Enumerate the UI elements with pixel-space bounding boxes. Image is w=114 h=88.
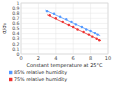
point [70, 21, 72, 23]
legend: 85% relative humidity 75% relative humidi… [9, 70, 67, 82]
point [82, 31, 84, 33]
grid-line [21, 43, 108, 44]
grid-line [21, 54, 108, 55]
point [95, 38, 97, 40]
x-tick-label: 0 [19, 55, 22, 61]
y-tick-label: 1 [17, 1, 20, 6]
grid-line [21, 8, 108, 9]
point [46, 10, 48, 12]
point [75, 23, 77, 25]
y-axis-label: σ/σ₀ [1, 22, 7, 34]
point [59, 16, 61, 18]
x-axis-label: Constant temperature at 25°C [26, 62, 103, 69]
plot-area [21, 3, 108, 54]
fit-line [47, 15, 101, 41]
legend-label: 75% relative humidity [14, 77, 67, 82]
point [72, 26, 74, 28]
point [65, 18, 67, 20]
grid-line [108, 3, 109, 54]
point [94, 32, 96, 34]
legend-label: 85% relative humidity [14, 70, 67, 75]
y-tick-label: 0.4 [12, 31, 19, 36]
point [98, 39, 100, 41]
grid-line [21, 28, 108, 29]
x-tick-label: 2 [37, 55, 40, 61]
y-tick-label: 0.5 [12, 26, 19, 31]
point [91, 35, 93, 37]
x-tick-label: 10 [105, 55, 111, 61]
point [81, 26, 83, 28]
point [89, 30, 91, 32]
y-tick-label: 0.9 [12, 6, 19, 11]
x-tick-label: 4 [54, 55, 57, 61]
y-tick-label: 0.1 [12, 47, 19, 52]
legend-swatch [9, 71, 12, 74]
grid-line [21, 48, 108, 49]
point [53, 13, 55, 15]
grid-line [21, 13, 108, 14]
fit-line [45, 10, 100, 36]
grid-line [21, 3, 108, 4]
legend-swatch [9, 78, 12, 81]
grid-line [73, 3, 74, 54]
y-tick-label: 0.6 [12, 21, 19, 26]
point [76, 28, 78, 30]
y-tick-label: 0.3 [12, 36, 19, 41]
grid-line [38, 3, 39, 54]
point [68, 24, 70, 26]
data-layer [45, 10, 101, 41]
grid-line [21, 38, 108, 39]
grid-line [55, 3, 56, 54]
y-tick-label: 0.2 [12, 42, 19, 47]
point [96, 33, 98, 35]
y-tick-label: 0.8 [12, 11, 19, 16]
grid-line [90, 3, 91, 54]
point [62, 21, 64, 23]
y-tick-label: 0.7 [12, 16, 19, 21]
point [85, 28, 87, 30]
point [55, 17, 57, 19]
chart: 00.10.20.30.40.50.60.70.80.910246810Cons… [0, 0, 114, 88]
x-tick-label: 8 [89, 55, 92, 61]
point [88, 33, 90, 35]
x-tick-label: 6 [72, 55, 75, 61]
grid-line [21, 3, 22, 54]
point [49, 14, 51, 16]
